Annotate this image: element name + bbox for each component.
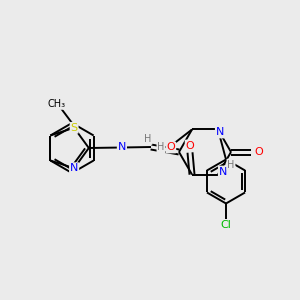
Text: N: N: [216, 128, 224, 137]
Text: S: S: [70, 123, 78, 133]
Text: H: H: [227, 160, 235, 170]
Text: H: H: [157, 142, 165, 152]
Text: O: O: [167, 142, 176, 152]
Text: N: N: [118, 142, 126, 152]
Text: Cl: Cl: [220, 220, 231, 230]
Text: O: O: [186, 140, 194, 151]
Text: N: N: [70, 163, 78, 173]
Text: O: O: [255, 147, 263, 157]
Text: CH₃: CH₃: [48, 99, 66, 109]
Text: H: H: [144, 134, 152, 144]
Text: N: N: [219, 167, 227, 176]
